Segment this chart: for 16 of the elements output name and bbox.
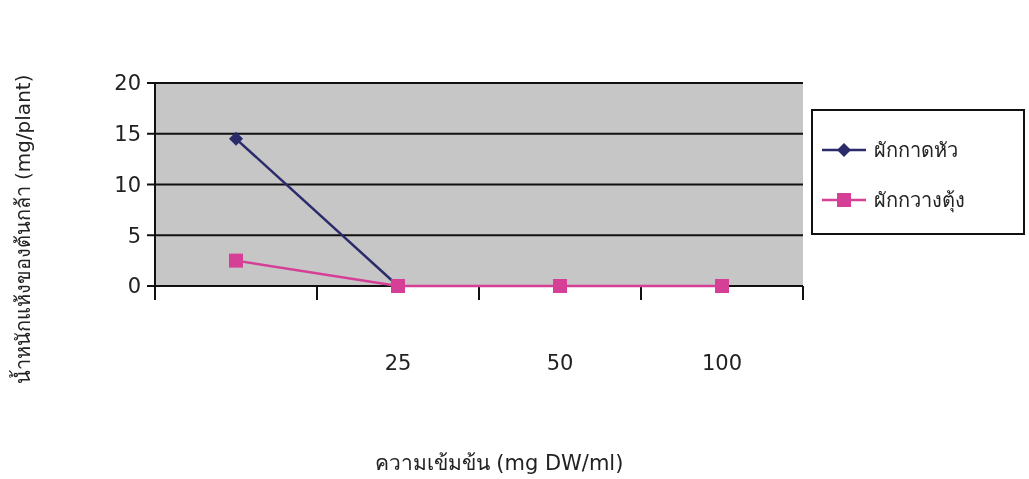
y-tick-label: 20	[114, 71, 141, 96]
point	[553, 279, 567, 293]
point	[715, 279, 729, 293]
legend-label: ผักกวางตุ้ง	[874, 188, 965, 213]
y-tick-label: 15	[114, 122, 141, 147]
y-tick-label: 0	[127, 274, 141, 299]
y-tick-label: 10	[114, 172, 141, 197]
y-axis-title: น้ำหนักแห้งของต้นกล้า (mg/plant)	[9, 74, 35, 385]
point	[229, 253, 243, 268]
x-tick-label: 25	[384, 351, 412, 375]
legend-label: ผักกาดหัว	[874, 138, 958, 162]
x-axis-title: ความเข้มข้น (mg DW/ml)	[374, 451, 624, 475]
x-tick-label: 100	[701, 351, 743, 375]
x-tick-label: 50	[546, 351, 574, 375]
y-tick-label: 5	[127, 223, 141, 248]
point	[229, 131, 243, 146]
